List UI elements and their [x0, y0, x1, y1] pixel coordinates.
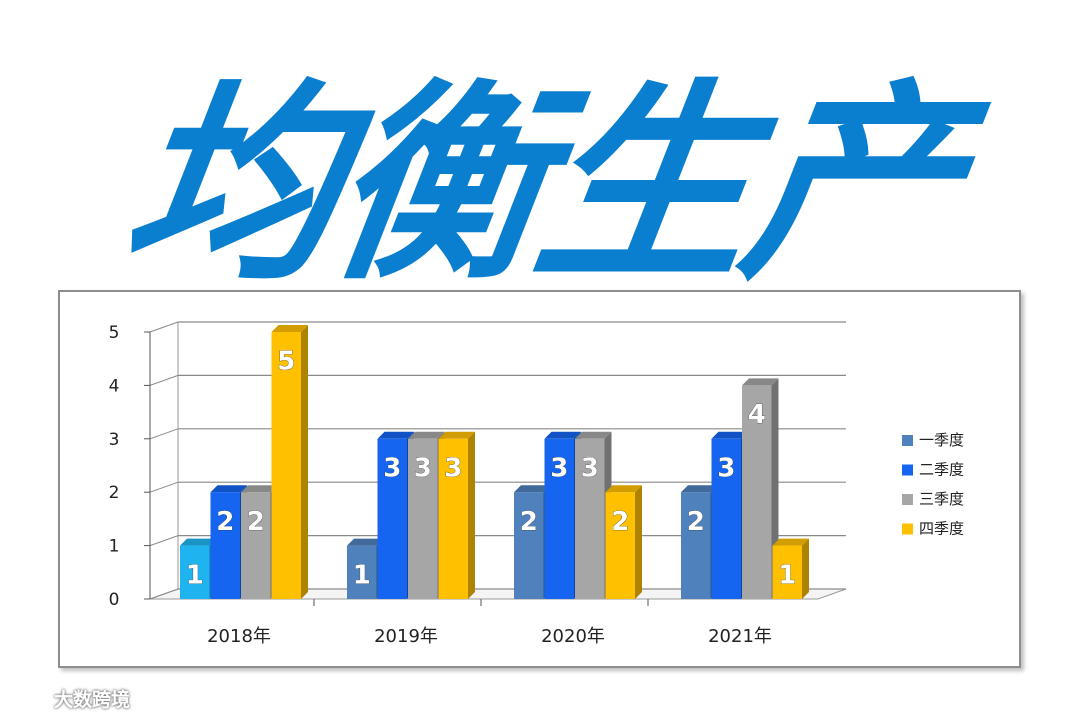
bar — [742, 385, 772, 599]
bar — [241, 492, 271, 599]
data-label: 2 — [216, 507, 234, 537]
y-tick-label: 1 — [109, 537, 120, 557]
bar — [347, 545, 377, 599]
data-label: 4 — [748, 400, 766, 430]
bar — [605, 492, 635, 599]
bar — [438, 438, 468, 599]
watermark-text: 大数跨境 — [54, 688, 131, 711]
page-title: 均衡生产 — [110, 61, 970, 308]
gridline-diagonal — [149, 588, 179, 600]
data-label: 3 — [414, 454, 432, 484]
bar — [210, 492, 240, 599]
bar-top — [241, 485, 278, 493]
bar — [377, 438, 407, 599]
data-label: 2 — [687, 507, 705, 537]
x-tick-label: 2021年 — [708, 626, 772, 647]
bar-top — [210, 485, 247, 493]
bar — [271, 332, 301, 599]
legend-label: 四季度 — [919, 520, 964, 538]
bar-top — [575, 431, 612, 439]
bar-top — [271, 325, 308, 332]
legend-label: 一季度 — [919, 431, 964, 449]
bar-top — [605, 485, 642, 493]
legend-swatch — [902, 435, 913, 446]
data-label: 5 — [277, 347, 295, 377]
bar — [575, 438, 605, 599]
bar-top — [408, 431, 445, 439]
x-tick-label: 2018年 — [207, 626, 271, 647]
data-label: 3 — [581, 454, 599, 484]
bar — [408, 438, 438, 599]
y-tick-label: 3 — [109, 430, 120, 450]
data-label: 1 — [778, 560, 796, 590]
y-tick-label: 2 — [109, 483, 120, 503]
bar-top — [772, 538, 809, 546]
bar-top — [742, 378, 779, 386]
bar-side — [635, 485, 642, 599]
gridline-diagonal — [149, 428, 179, 440]
gridline-diagonal — [149, 481, 179, 493]
data-label: 2 — [247, 507, 265, 537]
legend-label: 二季度 — [919, 461, 964, 479]
y-tick-label: 4 — [109, 376, 120, 396]
gridline-diagonal — [149, 535, 179, 547]
bar-top — [377, 431, 414, 439]
bar-top — [347, 538, 384, 546]
bar-side — [301, 325, 308, 599]
legend-label: 三季度 — [919, 490, 964, 508]
data-label: 3 — [717, 454, 735, 484]
bar-side — [468, 431, 475, 599]
data-label: 3 — [550, 454, 568, 484]
bar-top — [544, 431, 581, 439]
bar — [514, 492, 544, 599]
legend-swatch — [902, 494, 913, 505]
data-label: 1 — [353, 560, 371, 590]
data-label: 3 — [383, 454, 401, 484]
chart-frame: 0 1 2 3 4 5 1 2 2 5 1 3 3 3 2 3 3 2 2 3 4 1 2018年 2019年 2020年 202… — [58, 290, 1021, 668]
bar-top — [514, 485, 551, 493]
legend-swatch — [902, 523, 913, 535]
data-label: 3 — [444, 454, 462, 484]
bar-top — [681, 485, 718, 493]
bar-top — [180, 538, 217, 546]
x-tick-label: 2020年 — [541, 626, 605, 647]
logo-icon — [14, 689, 48, 707]
legend-swatch — [902, 464, 913, 476]
data-label: 2 — [520, 507, 538, 537]
data-label: 2 — [611, 507, 629, 537]
gridline-diagonal — [149, 374, 179, 386]
bar — [681, 492, 711, 599]
bar — [180, 545, 210, 599]
x-tick-label: 2019年 — [374, 626, 438, 647]
bar — [772, 545, 802, 599]
y-tick-label: 5 — [109, 323, 120, 343]
y-tick-label: 0 — [109, 590, 120, 610]
bar-top — [711, 431, 748, 439]
watermark: 大数跨境 — [14, 686, 131, 711]
bar-side — [802, 538, 809, 599]
data-label: 1 — [186, 560, 204, 590]
bar — [544, 438, 574, 599]
bar — [711, 438, 741, 599]
gridline-diagonal — [149, 321, 179, 333]
bar-top — [438, 431, 475, 439]
